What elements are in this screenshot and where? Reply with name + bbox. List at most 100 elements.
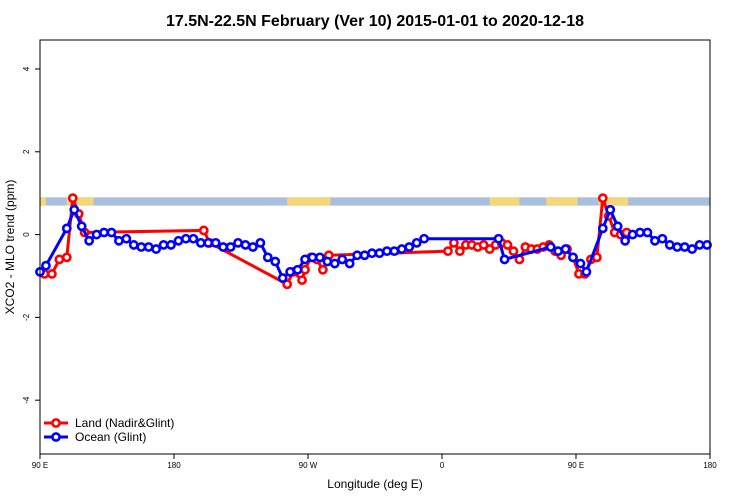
data-point-ocean: [166, 240, 176, 250]
x-tick-label: 90 E: [32, 461, 48, 470]
data-point-ocean: [69, 204, 80, 215]
data-point-ocean: [411, 237, 422, 248]
y-tick-label: 0: [22, 232, 31, 237]
data-point-ocean: [627, 229, 638, 240]
data-point-land: [297, 275, 307, 286]
data-point-ocean: [642, 227, 653, 238]
plot-frame: [39, 39, 711, 455]
data-point-ocean: [270, 256, 281, 267]
data-point-ocean: [694, 240, 705, 250]
data-point-land: [61, 252, 72, 263]
x-axis: 90 E 180 90 W 0 90 E 180: [32, 454, 717, 470]
ocean-band: [40, 197, 710, 206]
data-point-ocean: [374, 248, 385, 259]
data-point-ocean: [61, 223, 72, 234]
legend-label: Ocean (Glint): [75, 430, 146, 444]
data-point-ocean: [322, 256, 333, 267]
data-point-ocean: [612, 221, 623, 232]
data-point-ocean: [568, 252, 578, 263]
land-span: [40, 197, 46, 206]
data-point-ocean: [581, 266, 592, 277]
y-tick-label: -2: [22, 313, 31, 321]
x-tick-label: 0: [440, 461, 445, 470]
data-point-ocean: [41, 260, 51, 271]
landmask-bar: [40, 197, 710, 206]
land-span: [546, 197, 578, 206]
land-span: [287, 197, 313, 206]
data-point-ocean: [352, 250, 363, 261]
data-point-ocean: [679, 242, 690, 252]
series-group: [35, 193, 712, 290]
data-point-ocean: [702, 240, 712, 250]
data-point-land: [282, 279, 293, 290]
data-point-ocean: [121, 233, 132, 244]
data-point-ocean: [657, 233, 668, 244]
data-point-ocean: [292, 264, 303, 275]
data-point-ocean: [143, 242, 154, 252]
data-point-ocean: [136, 242, 147, 252]
data-point-land: [47, 269, 57, 279]
data-point-ocean: [396, 244, 407, 254]
data-point-ocean: [620, 235, 631, 246]
data-point-ocean: [605, 204, 616, 215]
data-point-ocean: [404, 242, 415, 252]
x-tick-label: 180: [167, 461, 181, 470]
data-point-ocean: [262, 252, 273, 263]
data-point-land: [300, 264, 310, 275]
data-point-ocean: [337, 254, 348, 265]
land-span: [66, 197, 94, 206]
data-point-ocean: [307, 252, 318, 263]
data-point-ocean: [173, 235, 184, 246]
data-point-ocean: [635, 227, 645, 238]
data-point-ocean: [76, 221, 87, 232]
legend: Land (Nadir&Glint)Ocean (Glint): [44, 416, 174, 444]
data-point-ocean: [499, 254, 510, 265]
x-tick-label: 180: [703, 461, 717, 470]
data-point-ocean: [687, 244, 698, 254]
legend-marker: [51, 432, 61, 442]
data-point-ocean: [203, 237, 214, 248]
data-point-land: [67, 193, 78, 204]
data-point-ocean: [225, 242, 236, 252]
chart-title: 17.5N-22.5N February (Ver 10) 2015-01-01…: [166, 13, 584, 30]
data-point-land: [443, 246, 453, 257]
data-point-ocean: [255, 237, 266, 248]
data-point-ocean: [181, 233, 191, 244]
y-tick-label: 4: [22, 66, 31, 71]
data-point-ocean: [248, 242, 258, 252]
y-axis: 4 2 0 -2 -4: [22, 66, 40, 404]
data-point-ocean: [315, 252, 325, 263]
data-point-ocean: [91, 229, 102, 240]
data-point-ocean: [151, 244, 162, 254]
y-tick-label: 2: [22, 149, 31, 154]
x-axis-label: Longitude (deg E): [327, 477, 422, 491]
land-span: [489, 197, 520, 206]
data-point-ocean: [285, 266, 296, 277]
data-point-ocean: [553, 246, 564, 257]
legend-marker: [51, 418, 61, 428]
y-axis-label: XCO2 - MLO trend (ppm): [3, 180, 17, 315]
data-point-ocean: [233, 237, 243, 248]
data-point-ocean: [672, 242, 683, 252]
data-point-ocean: [99, 227, 109, 238]
data-point-ocean: [106, 227, 117, 238]
data-point-land: [508, 246, 519, 257]
data-point-ocean: [114, 235, 124, 246]
land-span: [598, 197, 629, 206]
data-point-ocean: [240, 240, 251, 250]
data-point-land: [317, 264, 328, 275]
data-point-ocean: [389, 246, 400, 257]
data-point-land: [454, 246, 465, 257]
y-tick-label: -4: [22, 396, 31, 404]
data-point-ocean: [650, 235, 660, 246]
data-point-ocean: [300, 254, 310, 265]
data-point-ocean: [419, 233, 430, 244]
data-point-ocean: [195, 237, 206, 248]
data-point-land: [198, 225, 209, 236]
data-point-ocean: [84, 235, 95, 246]
data-point-ocean: [188, 233, 199, 244]
data-point-ocean: [344, 258, 355, 269]
data-point-ocean: [218, 242, 229, 252]
data-point-ocean: [329, 258, 340, 269]
data-point-ocean: [128, 240, 139, 250]
